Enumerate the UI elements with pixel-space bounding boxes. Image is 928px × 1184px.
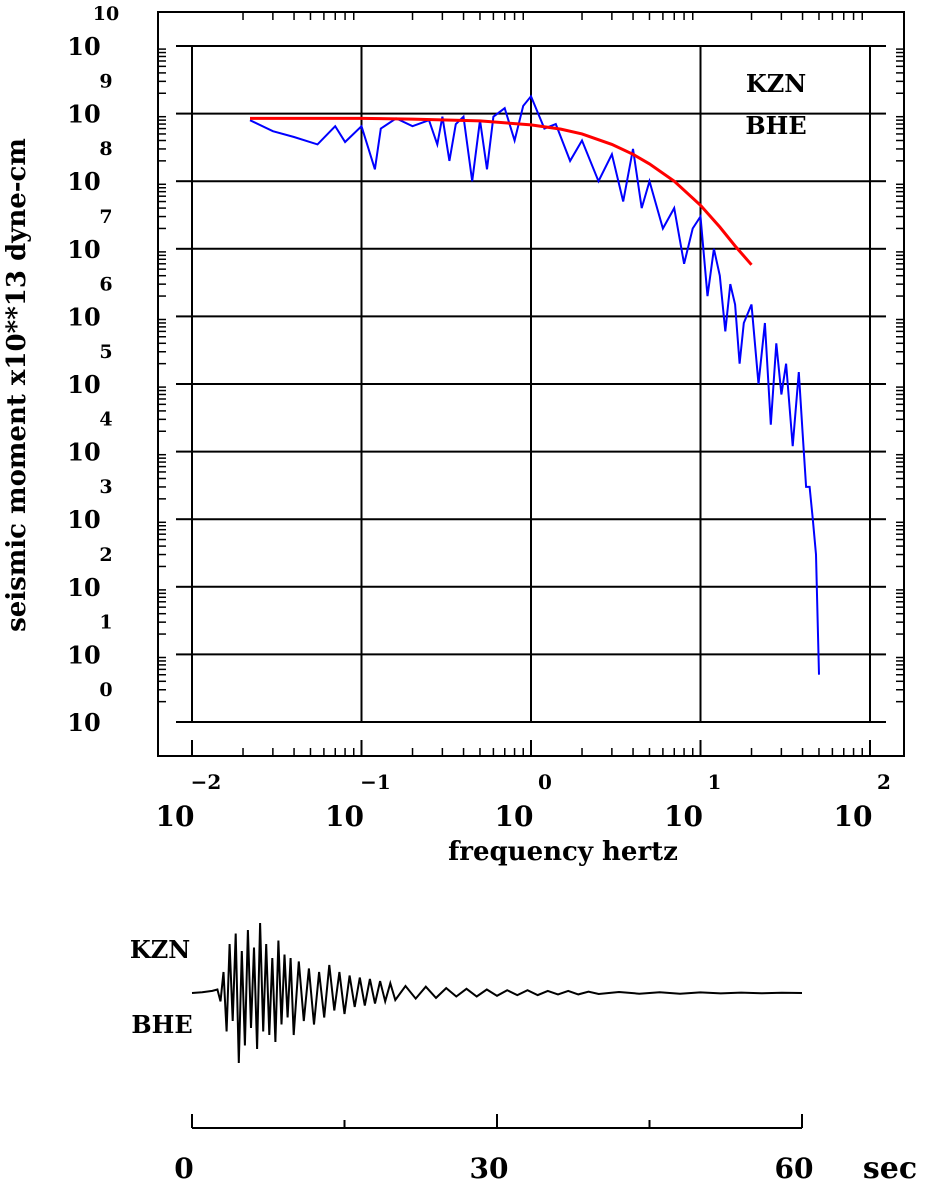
x-tick-exponent: 2 <box>877 770 891 794</box>
observed-spectrum-line <box>249 94 820 675</box>
y-tick-base: 10 <box>67 302 100 331</box>
time-unit-label: sec <box>863 1151 917 1184</box>
y-tick-exponent: 0 <box>99 679 112 701</box>
y-tick-exponent: 2 <box>99 544 112 566</box>
x-axis-label: frequency hertz <box>448 837 678 867</box>
x-tick-base: 10 <box>325 800 364 833</box>
y-tick-exponent: 9 <box>99 71 112 93</box>
x-tick-base: 10 <box>495 800 534 833</box>
model-fit-line <box>250 116 753 266</box>
x-tick-exponent: −1 <box>360 770 391 794</box>
waveform-trace <box>191 922 803 1064</box>
x-tick-exponent: 0 <box>538 770 552 794</box>
time-tick-label: 0 <box>174 1152 193 1184</box>
time-tick-label: 60 <box>775 1152 814 1184</box>
waveform-component: BHE <box>131 1010 192 1039</box>
y-tick-exponent: 5 <box>99 341 112 363</box>
x-tick-exponent: 1 <box>708 770 722 794</box>
y-minor-ticks <box>158 48 904 703</box>
legend-station: KZN <box>746 69 806 98</box>
y-tick-labels: 10 0 10 1 10 2 10 3 10 4 10 5 10 6 10 7 10 8 10 9 10 10 <box>67 3 119 737</box>
y-tick-base: 10 <box>67 167 100 196</box>
y-tick-base: 10 <box>67 505 100 534</box>
y-tick-base: 10 <box>67 370 100 399</box>
x-tick-base: 10 <box>156 800 195 833</box>
x-tick-exponent: −2 <box>191 770 222 794</box>
y-tick-exponent: 7 <box>99 206 112 228</box>
y-axis-label: seismic moment x10**13 dyne-cm <box>2 138 32 632</box>
y-tick-base: 10 <box>67 640 100 669</box>
y-tick-exponent: 4 <box>99 409 112 431</box>
y-tick-exponent: 6 <box>99 273 112 295</box>
y-tick-base: 10 <box>67 235 100 264</box>
grid-lines <box>176 45 886 756</box>
x-minor-ticks <box>242 12 863 756</box>
y-tick-base: 10 <box>67 708 100 737</box>
y-tick-exponent: 8 <box>99 138 112 160</box>
time-tick-labels: 0 30 60 <box>174 1152 813 1184</box>
x-tick-base: 10 <box>834 800 873 833</box>
y-tick-base: 10 <box>67 573 100 602</box>
y-tick-exponent: 3 <box>99 476 112 498</box>
y-tick-base: 10 <box>67 32 100 61</box>
x-tick-base: 10 <box>664 800 703 833</box>
y-tick-base: 10 <box>67 100 100 129</box>
y-tick-exponent: 10 <box>93 3 119 25</box>
y-tick-base: 10 <box>67 438 100 467</box>
time-axis <box>191 1114 803 1129</box>
legend-component: BHE <box>745 111 806 140</box>
waveform-station: KZN <box>130 935 190 964</box>
time-tick-label: 30 <box>470 1152 509 1184</box>
y-tick-exponent: 1 <box>99 611 112 633</box>
